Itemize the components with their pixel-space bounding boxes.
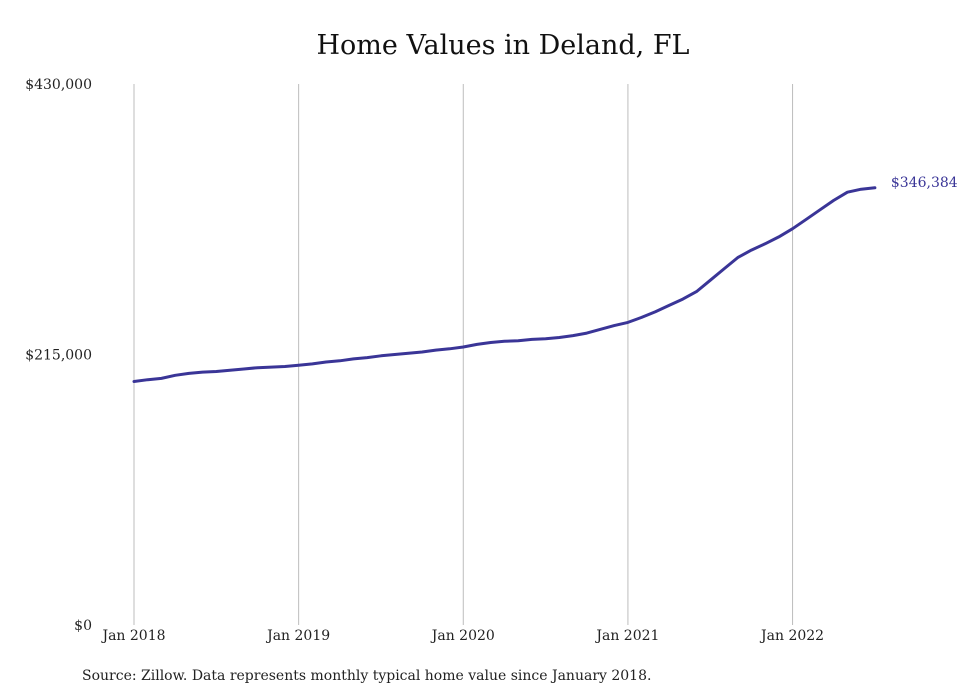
end-value-label: $346,384 [891,175,958,191]
y-tick-label: $0 [74,618,92,634]
x-tick-label: Jan 2020 [430,628,495,644]
source-note: Source: Zillow. Data represents monthly … [82,668,652,684]
x-tick-label: Jan 2019 [265,628,330,644]
series-line [132,186,877,383]
y-tick-label: $430,000 [25,77,92,93]
x-tick-label: Jan 2018 [100,628,165,644]
chart-title: Home Values in Deland, FL [316,30,690,61]
y-tick-label: $215,000 [25,348,92,364]
x-tick-label: Jan 2022 [759,628,824,644]
x-tick-label: Jan 2021 [594,628,659,644]
